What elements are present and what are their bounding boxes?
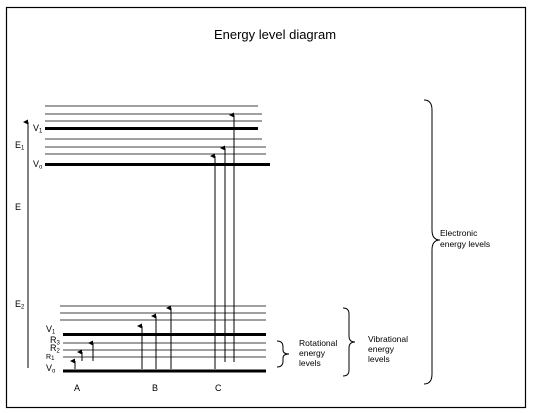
label-e: E (15, 202, 21, 212)
label-v0-lower: Vo (46, 363, 56, 375)
electronic-levels-label: Electronic energy levels (440, 228, 490, 249)
label-r1: R1 (46, 354, 55, 362)
label-v1-upper: V1 (33, 123, 43, 135)
electronic-brace (423, 99, 441, 385)
transition-group-b (137, 305, 172, 369)
label-e2: E2 (15, 299, 25, 311)
label-transition-c: C (215, 383, 222, 393)
upper-electronic-state-levels (45, 105, 270, 166)
label-r3: R3 (50, 335, 61, 347)
transition-group-a (70, 340, 94, 369)
label-v0-upper: Vo (33, 159, 43, 171)
transition-group-c (210, 112, 235, 369)
rotational-brace (276, 340, 290, 368)
label-transition-a: A (74, 383, 80, 393)
lower-electronic-state-levels (60, 305, 266, 373)
diagram-frame (5, 6, 527, 409)
label-transition-b: B (152, 383, 158, 393)
vibrational-levels-label: Vibrational energy levels (368, 334, 410, 364)
label-v1-lower: V1 (46, 324, 56, 336)
rotational-levels-label: Rotational energy levels (299, 338, 340, 368)
label-e1: E1 (15, 140, 25, 152)
vibrational-brace (342, 307, 356, 377)
diagram-title: Energy level diagram (214, 27, 336, 42)
label-r2: R2 (50, 343, 61, 355)
